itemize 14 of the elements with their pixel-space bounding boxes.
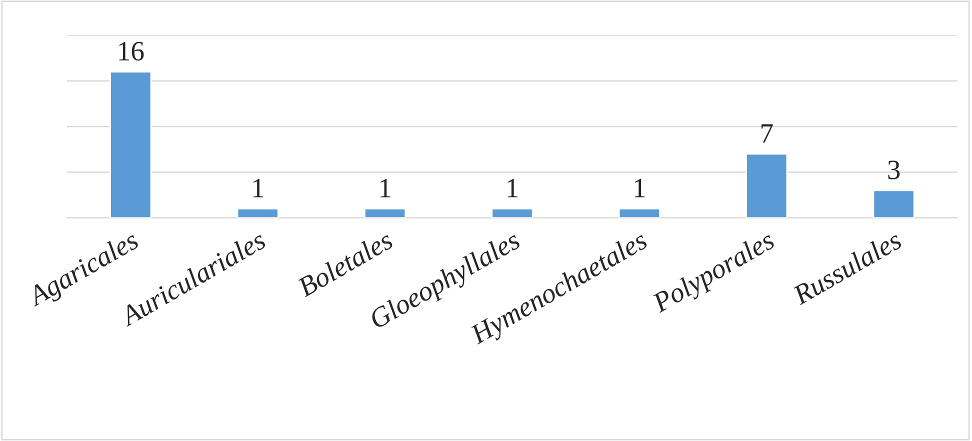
- bar: [491, 208, 534, 218]
- bar: [110, 71, 152, 218]
- bar: [872, 190, 915, 218]
- data-label: 1: [253, 178, 264, 198]
- data-label: 1: [508, 178, 518, 198]
- bar: [618, 208, 660, 218]
- bar: [236, 208, 279, 218]
- data-label: 1: [380, 178, 390, 198]
- data-label: 16: [119, 42, 144, 61]
- data-label: 3: [888, 160, 900, 180]
- bar: [746, 153, 788, 218]
- data-label: 1: [634, 178, 645, 198]
- bar: [364, 208, 406, 218]
- data-label: 7: [762, 124, 773, 142]
